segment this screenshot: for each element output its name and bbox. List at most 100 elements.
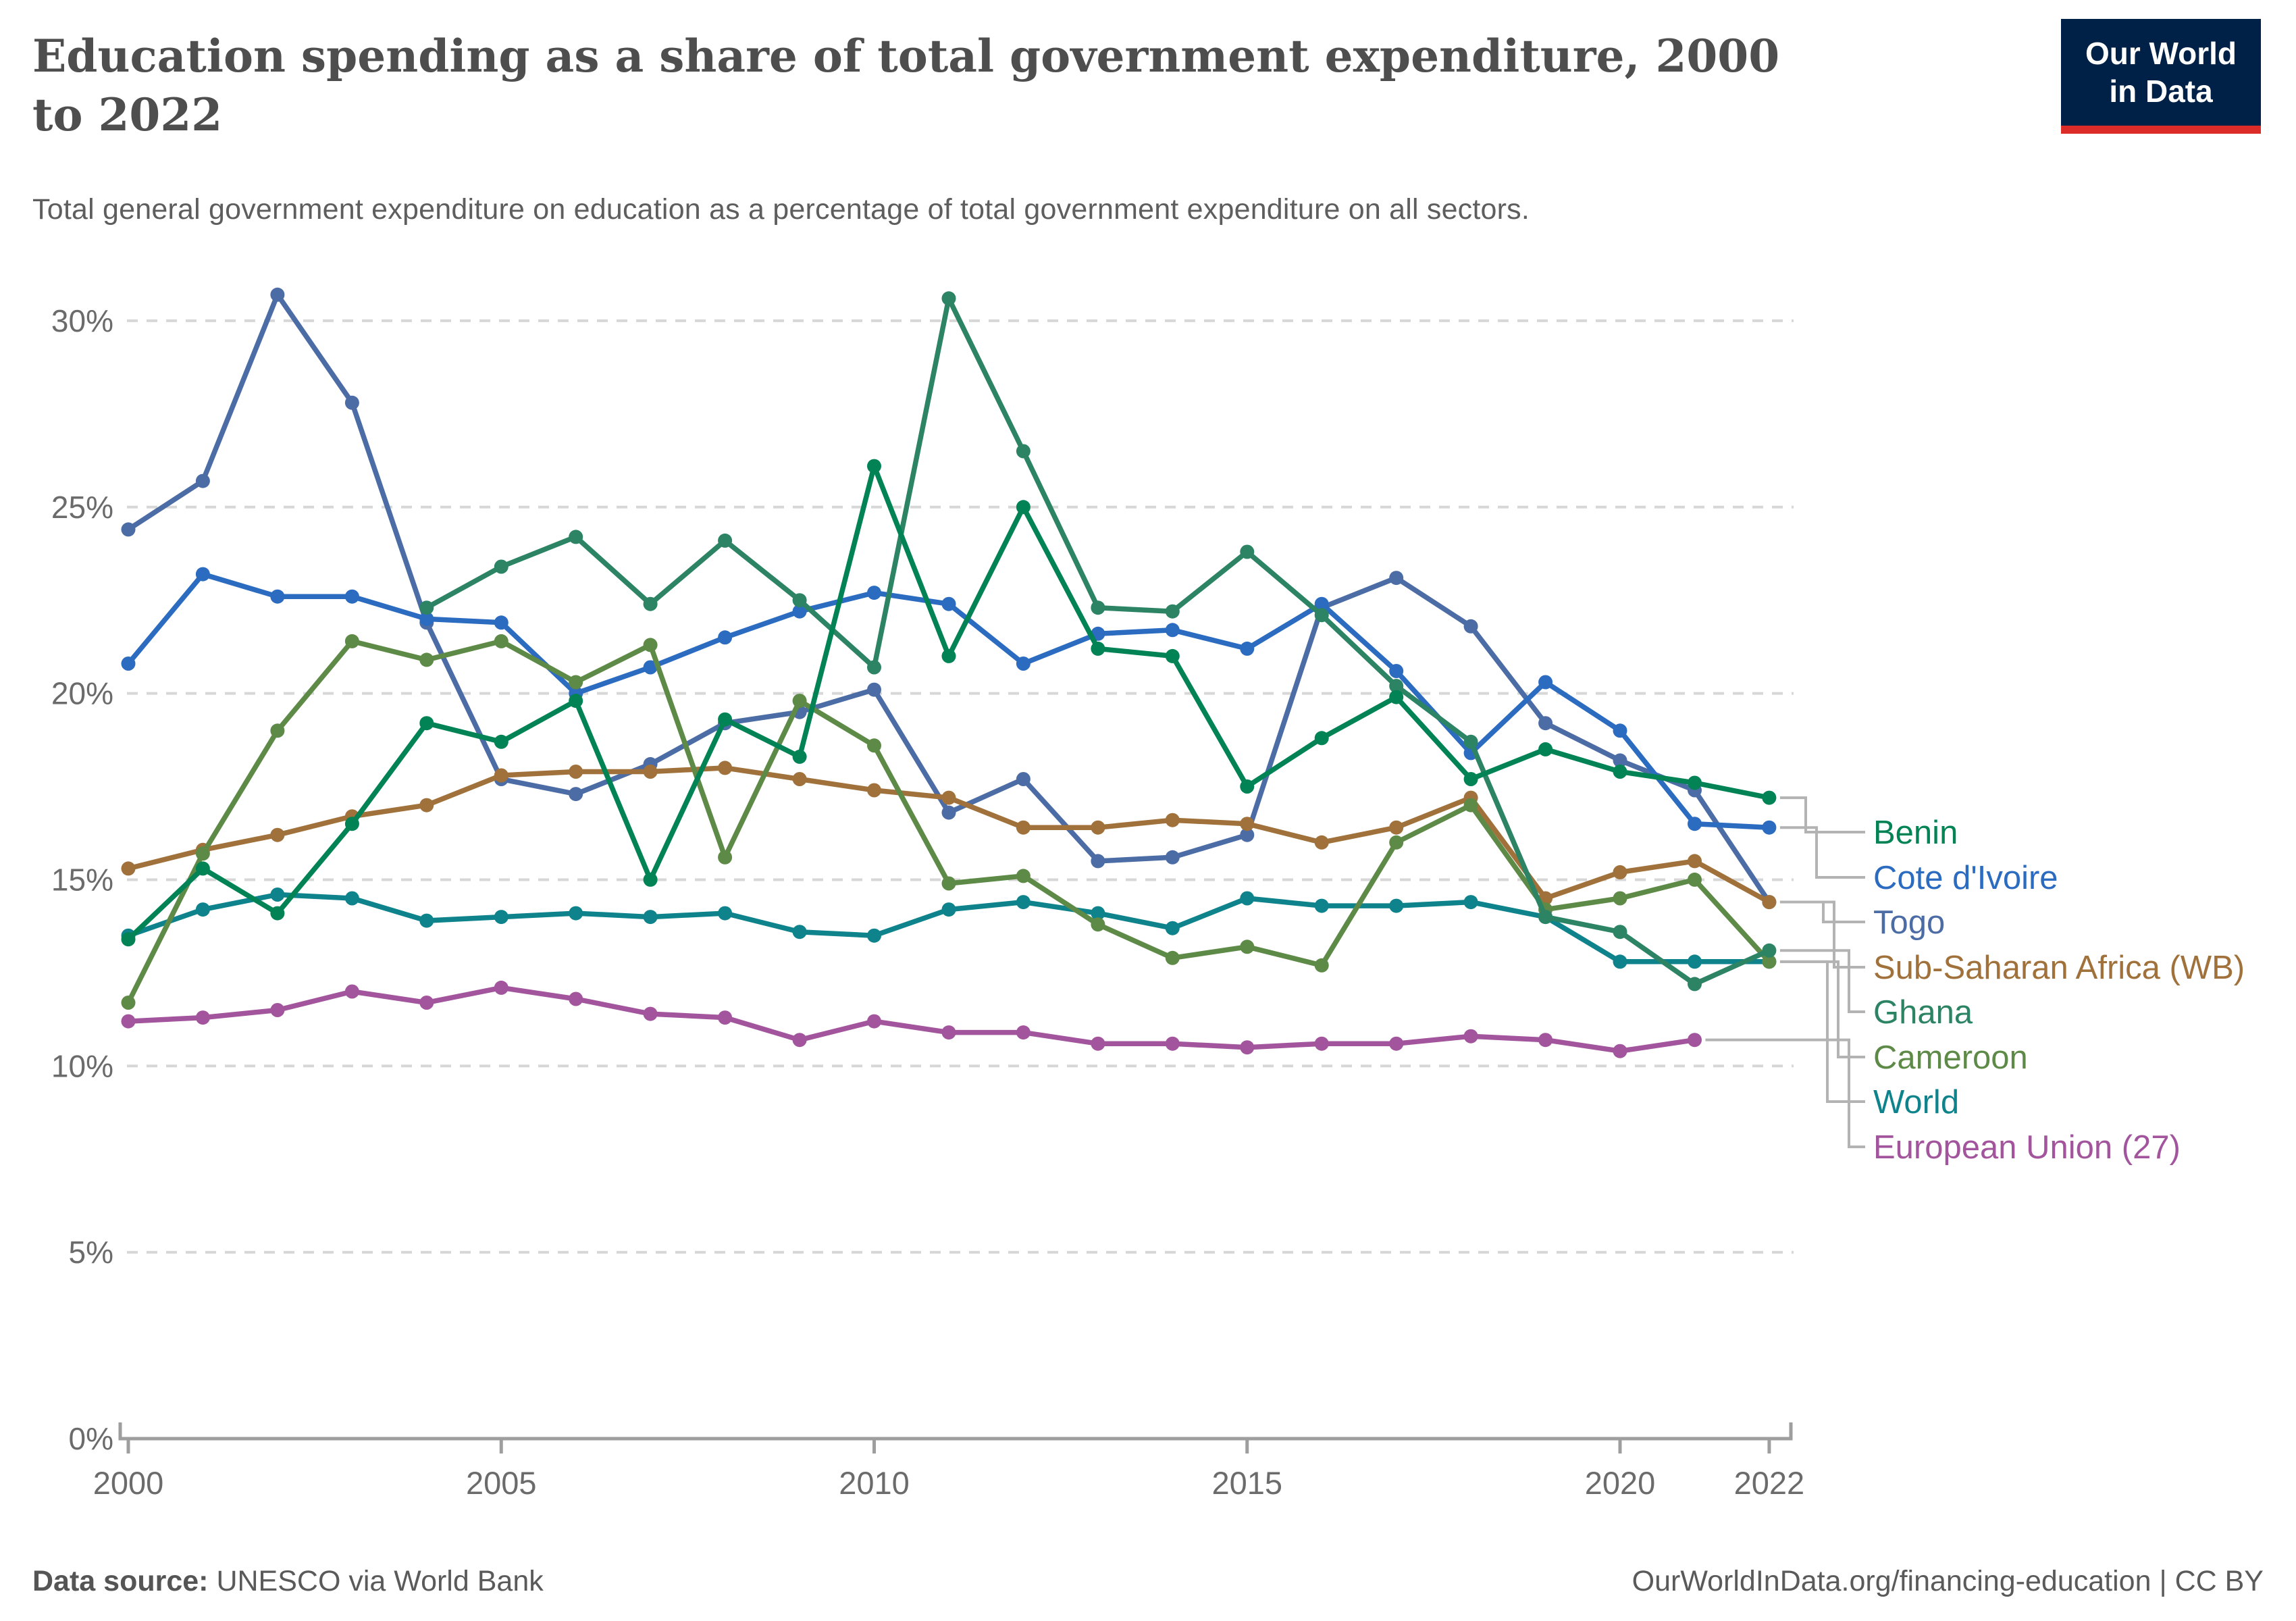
legend-label-cameroon[interactable]: Cameroon: [1873, 1039, 2028, 1076]
data-point-ghana[interactable]: [1165, 604, 1180, 619]
series-eu[interactable]: [121, 980, 1702, 1058]
series-cameroon[interactable]: [121, 634, 1777, 1010]
data-point-ssa[interactable]: [1240, 817, 1255, 831]
data-point-togo[interactable]: [1538, 716, 1553, 731]
data-point-world[interactable]: [195, 902, 210, 917]
data-point-civ[interactable]: [1762, 820, 1777, 835]
data-point-eu[interactable]: [643, 1006, 658, 1021]
data-point-benin[interactable]: [1165, 648, 1180, 663]
data-point-benin[interactable]: [941, 648, 956, 663]
data-point-benin[interactable]: [494, 734, 508, 749]
data-point-ssa[interactable]: [718, 761, 733, 775]
data-point-ghana[interactable]: [1240, 544, 1255, 559]
data-point-ssa[interactable]: [792, 772, 807, 786]
data-point-civ[interactable]: [1165, 623, 1180, 638]
data-point-cameroon[interactable]: [867, 738, 881, 753]
data-point-ssa[interactable]: [1688, 854, 1702, 869]
data-point-eu[interactable]: [792, 1033, 807, 1048]
data-point-world[interactable]: [1688, 954, 1702, 969]
data-point-benin[interactable]: [1389, 690, 1404, 704]
data-point-benin[interactable]: [270, 906, 285, 921]
data-point-world[interactable]: [1165, 921, 1180, 935]
data-point-eu[interactable]: [494, 980, 508, 995]
series-world[interactable]: [121, 887, 1777, 969]
data-point-world[interactable]: [941, 902, 956, 917]
data-point-ssa[interactable]: [494, 768, 508, 783]
data-point-civ[interactable]: [643, 660, 658, 675]
data-point-world[interactable]: [1091, 906, 1105, 921]
data-point-ghana[interactable]: [792, 593, 807, 608]
series-line-ghana[interactable]: [424, 296, 1772, 987]
data-point-eu[interactable]: [1240, 1040, 1255, 1055]
data-point-civ[interactable]: [1389, 664, 1404, 678]
data-point-ssa[interactable]: [419, 798, 434, 813]
series-ghana[interactable]: [419, 291, 1777, 992]
data-point-cameroon[interactable]: [195, 846, 210, 861]
data-point-cameroon[interactable]: [1165, 950, 1180, 965]
data-point-cameroon[interactable]: [569, 675, 583, 690]
data-point-eu[interactable]: [1463, 1029, 1478, 1044]
data-point-world[interactable]: [1016, 895, 1030, 910]
data-point-civ[interactable]: [1613, 723, 1627, 738]
data-point-eu[interactable]: [1016, 1025, 1030, 1040]
data-point-ghana[interactable]: [643, 596, 658, 611]
data-point-togo[interactable]: [569, 787, 583, 802]
data-point-togo[interactable]: [1240, 827, 1255, 842]
data-point-ssa[interactable]: [1091, 820, 1105, 835]
data-point-eu[interactable]: [941, 1025, 956, 1040]
data-point-togo[interactable]: [270, 287, 285, 302]
data-point-world[interactable]: [270, 887, 285, 902]
data-point-civ[interactable]: [867, 586, 881, 600]
data-point-civ[interactable]: [494, 615, 508, 630]
data-point-world[interactable]: [1314, 898, 1329, 913]
data-point-ghana[interactable]: [1538, 910, 1553, 925]
data-point-ghana[interactable]: [1762, 943, 1777, 958]
data-point-ghana[interactable]: [1091, 600, 1105, 615]
data-point-eu[interactable]: [195, 1010, 210, 1025]
data-point-togo[interactable]: [867, 682, 881, 697]
legend-label-togo[interactable]: Togo: [1873, 904, 1945, 941]
data-point-world[interactable]: [792, 925, 807, 940]
data-point-cameroon[interactable]: [121, 996, 136, 1010]
data-point-ghana[interactable]: [1688, 977, 1702, 992]
data-point-benin[interactable]: [1688, 775, 1702, 790]
data-point-civ[interactable]: [344, 589, 359, 604]
data-point-benin[interactable]: [643, 872, 658, 887]
data-point-eu[interactable]: [270, 1003, 285, 1017]
data-point-togo[interactable]: [1389, 571, 1404, 586]
data-point-eu[interactable]: [419, 996, 434, 1010]
data-point-civ[interactable]: [121, 657, 136, 671]
data-point-eu[interactable]: [1538, 1033, 1553, 1048]
data-point-benin[interactable]: [1463, 772, 1478, 786]
data-point-civ[interactable]: [270, 589, 285, 604]
data-point-cameroon[interactable]: [1091, 917, 1105, 932]
data-point-world[interactable]: [494, 910, 508, 925]
data-point-benin[interactable]: [419, 716, 434, 731]
data-point-cameroon[interactable]: [792, 694, 807, 709]
data-point-eu[interactable]: [344, 984, 359, 999]
data-point-world[interactable]: [867, 928, 881, 943]
data-point-ssa[interactable]: [1613, 865, 1627, 879]
data-point-civ[interactable]: [1016, 657, 1030, 671]
data-point-world[interactable]: [1463, 895, 1478, 910]
data-point-togo[interactable]: [195, 473, 210, 488]
data-point-civ[interactable]: [419, 611, 434, 626]
data-point-benin[interactable]: [1091, 641, 1105, 656]
data-point-cameroon[interactable]: [941, 876, 956, 891]
data-point-togo[interactable]: [941, 805, 956, 820]
data-point-world[interactable]: [419, 913, 434, 928]
data-point-benin[interactable]: [1613, 765, 1627, 779]
data-point-benin[interactable]: [867, 459, 881, 473]
legend-label-civ[interactable]: Cote d'Ivoire: [1873, 860, 2058, 896]
data-point-cameroon[interactable]: [1463, 798, 1478, 813]
data-point-world[interactable]: [1240, 891, 1255, 906]
data-point-civ[interactable]: [1240, 641, 1255, 656]
data-point-togo[interactable]: [1091, 854, 1105, 869]
data-point-eu[interactable]: [121, 1014, 136, 1029]
data-point-togo[interactable]: [1613, 753, 1627, 768]
data-point-cameroon[interactable]: [344, 634, 359, 648]
data-point-ghana[interactable]: [1314, 608, 1329, 623]
data-point-eu[interactable]: [1688, 1033, 1702, 1048]
data-point-togo[interactable]: [344, 395, 359, 410]
data-point-eu[interactable]: [1091, 1036, 1105, 1051]
